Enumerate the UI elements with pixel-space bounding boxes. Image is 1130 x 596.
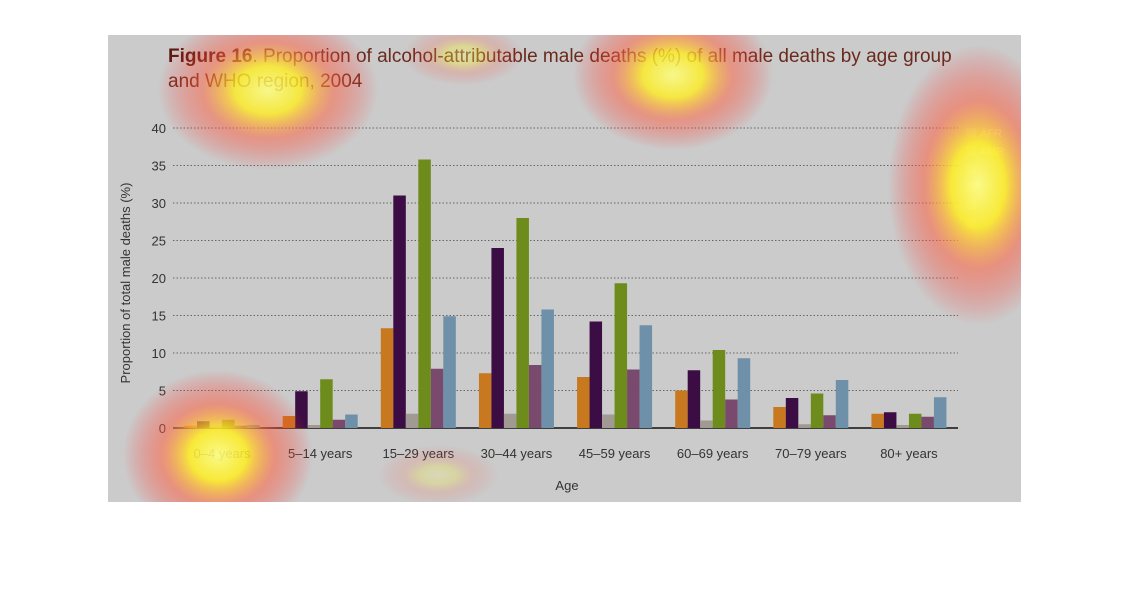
bar <box>528 365 542 428</box>
x-tick-label: 30–44 years <box>481 446 553 461</box>
x-tick-label: 80+ years <box>880 446 938 461</box>
x-tick-label: 45–59 years <box>579 446 651 461</box>
y-tick-label: 10 <box>152 346 166 361</box>
x-tick-label: 60–69 years <box>677 446 749 461</box>
x-tick-label: 0–4 years <box>194 446 252 461</box>
y-tick-label: 5 <box>159 384 166 399</box>
legend-swatch <box>966 182 976 192</box>
bar <box>307 425 321 428</box>
bar <box>478 373 492 428</box>
bar <box>234 425 248 428</box>
legend-entry: AFR <box>980 128 1002 140</box>
legend-swatch <box>966 146 976 156</box>
legend-swatch <box>966 218 976 228</box>
bar <box>430 368 444 428</box>
bar <box>345 414 358 428</box>
bar-chart: 0 5 10 15 20 25 30 35 40 0–4 years 5–14 years 15–29… <box>118 121 1005 493</box>
bar <box>810 393 824 428</box>
bar <box>247 425 260 428</box>
bar <box>516 218 529 428</box>
legend-swatch <box>966 164 976 174</box>
bar <box>222 419 235 428</box>
bar <box>871 413 884 428</box>
legend-swatch <box>966 128 976 138</box>
bar <box>491 248 504 428</box>
bar <box>835 380 849 428</box>
bar <box>589 321 603 428</box>
bar <box>725 399 738 428</box>
bar <box>823 415 836 428</box>
y-tick-label: 30 <box>152 196 166 211</box>
legend-entry: AMR <box>980 146 1005 158</box>
bar <box>921 416 934 428</box>
bar <box>785 398 799 428</box>
bar <box>393 195 406 428</box>
bar <box>184 425 198 428</box>
bar <box>541 309 554 428</box>
y-axis-label: Proportion of total male deaths (%) <box>118 183 133 384</box>
y-tick-label: 0 <box>159 421 166 436</box>
bar <box>405 413 419 428</box>
bar <box>602 414 615 428</box>
bar <box>443 316 456 428</box>
bar <box>798 424 811 428</box>
bar <box>295 391 308 428</box>
y-tick-label: 40 <box>152 121 166 136</box>
chart-panel: Figure 16. Proportion of alcohol-attribu… <box>108 35 1021 502</box>
x-tick-label: 15–29 years <box>383 446 455 461</box>
bar <box>197 421 210 428</box>
y-tick-label: 35 <box>152 159 166 174</box>
bar <box>332 419 346 428</box>
bar <box>896 425 909 428</box>
bar <box>639 325 653 428</box>
bar <box>614 283 628 428</box>
bar <box>933 397 947 428</box>
x-axis-label: Age <box>555 478 578 493</box>
bar <box>320 379 333 428</box>
bar <box>282 416 296 428</box>
x-tick-label: 70–79 years <box>775 446 847 461</box>
bar <box>687 370 701 428</box>
x-tick-label: 5–14 years <box>288 446 353 461</box>
y-tick-label: 20 <box>152 271 166 286</box>
bar <box>737 358 751 428</box>
bar <box>418 159 431 428</box>
y-tick-label: 15 <box>152 309 166 324</box>
bar <box>627 369 640 428</box>
legend-swatch <box>966 200 976 210</box>
bar <box>209 426 223 428</box>
bar <box>577 377 590 428</box>
bar <box>380 328 394 428</box>
bar <box>712 350 726 428</box>
bar <box>908 413 922 428</box>
bar <box>883 412 897 428</box>
bar <box>773 407 786 428</box>
bar <box>700 420 713 428</box>
y-tick-label: 25 <box>152 234 166 249</box>
bar <box>503 413 517 428</box>
bar <box>675 390 688 428</box>
